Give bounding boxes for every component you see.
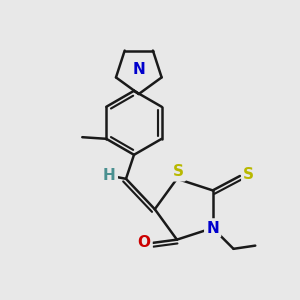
Text: O: O	[137, 235, 151, 250]
Text: H: H	[103, 168, 116, 183]
Text: N: N	[132, 62, 145, 77]
Text: S: S	[243, 167, 254, 182]
Text: N: N	[206, 220, 219, 236]
Text: S: S	[173, 164, 184, 179]
